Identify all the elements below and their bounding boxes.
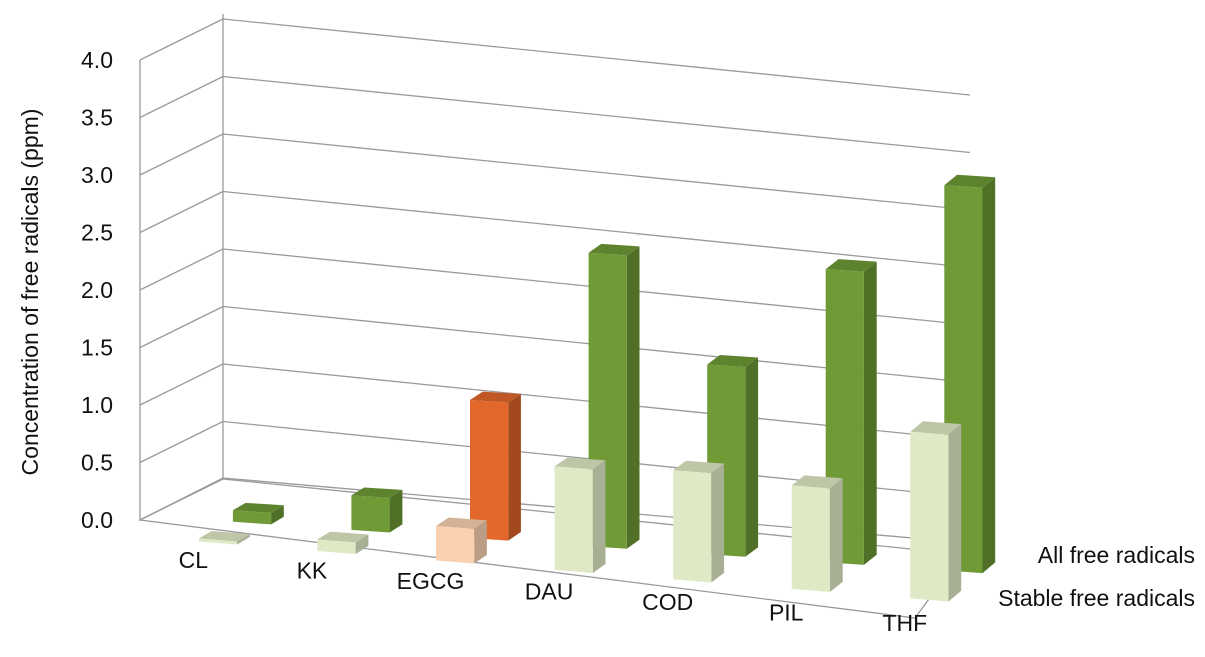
- series-label: All free radicals: [1038, 542, 1195, 568]
- gridline-side: [139, 190, 224, 234]
- gridline-side: [139, 75, 224, 119]
- bar-front: [198, 538, 238, 545]
- bar-side: [389, 489, 403, 533]
- bar-series: [198, 174, 996, 602]
- bar: [673, 460, 725, 583]
- bar-top: [673, 460, 725, 474]
- y-tick-label: 2.5: [81, 220, 113, 246]
- bar-top: [554, 457, 606, 470]
- bar-side: [271, 505, 284, 525]
- bar-side: [829, 478, 843, 592]
- bar: [198, 531, 250, 545]
- bar-top: [791, 475, 843, 489]
- gridline: [222, 18, 971, 96]
- y-axis-ticks: 0.0 0.5 1.0 1.5 2.0 2.5 3.0 3.5 4.0: [81, 47, 113, 533]
- bar-side: [745, 357, 759, 557]
- bar-top: [470, 391, 521, 403]
- bar-front: [351, 495, 390, 533]
- gridline: [222, 190, 971, 269]
- bar-front: [910, 431, 949, 602]
- gridline-side: [139, 248, 224, 291]
- depth-axis-labels: All free radicals Stable free radicals: [998, 542, 1195, 611]
- y-tick-label: 3.5: [81, 105, 113, 131]
- bar-top: [910, 421, 962, 435]
- bar-side: [711, 463, 725, 583]
- y-tick-label: 0.0: [81, 507, 113, 533]
- bar: [791, 475, 843, 592]
- y-tick-label: 0.5: [81, 450, 113, 476]
- gridline-side: [139, 305, 224, 349]
- y-tick-label: 3.0: [81, 162, 113, 188]
- y-tick-label: 2.0: [81, 277, 113, 303]
- bar-top: [232, 502, 284, 513]
- bar-side: [948, 424, 962, 602]
- bar-side: [237, 534, 250, 545]
- bar-side: [508, 394, 521, 541]
- y-tick-label: 1.0: [81, 392, 113, 418]
- bar: [436, 517, 487, 564]
- x-tick-label: CL: [179, 547, 209, 573]
- bar-side: [474, 520, 487, 564]
- bar-top: [436, 517, 487, 529]
- bar: [232, 502, 284, 525]
- gridline-side: [139, 18, 224, 61]
- bar-front: [791, 485, 830, 592]
- bar: [554, 457, 606, 573]
- bar-side: [626, 246, 640, 549]
- bar: [317, 531, 369, 554]
- bar-side: [355, 534, 369, 554]
- series-label: Stable free radicals: [998, 585, 1195, 611]
- bar-front: [232, 510, 272, 525]
- bar-top: [825, 259, 877, 272]
- bar-front: [554, 466, 593, 573]
- x-tick-label: DAU: [525, 579, 574, 605]
- category-labels: CL KK EGCG DAU COD PIL THF: [179, 547, 927, 636]
- x-tick-label: THF: [882, 610, 927, 636]
- bar-front: [673, 470, 712, 583]
- x-tick-label: PIL: [769, 600, 804, 626]
- bar-top: [351, 487, 403, 498]
- gridline-side: [139, 420, 224, 464]
- bar-side: [592, 460, 606, 573]
- bar-side: [863, 261, 877, 565]
- bar-front: [317, 539, 356, 554]
- bar: [351, 487, 403, 533]
- gridline: [222, 133, 971, 211]
- bar-top: [944, 174, 996, 188]
- x-tick-label: EGCG: [397, 568, 465, 594]
- bar: [910, 421, 962, 602]
- bar-top: [198, 531, 250, 542]
- gridline-side: [139, 133, 224, 176]
- bar: [470, 391, 521, 541]
- bar-top: [317, 531, 369, 543]
- bar-front: [470, 400, 509, 541]
- bar-front: [436, 526, 475, 564]
- y-tick-label: 1.5: [81, 335, 113, 361]
- x-tick-label: COD: [642, 589, 693, 615]
- x-tick-label: KK: [297, 558, 328, 584]
- gridline-side: [139, 363, 224, 406]
- bar-side: [982, 177, 996, 574]
- bar-top: [707, 355, 759, 368]
- y-tick-label: 4.0: [81, 47, 113, 73]
- bar-top: [588, 243, 640, 256]
- gridline: [222, 75, 971, 154]
- y-axis-title: Concentration of free radicals (ppm): [17, 109, 43, 476]
